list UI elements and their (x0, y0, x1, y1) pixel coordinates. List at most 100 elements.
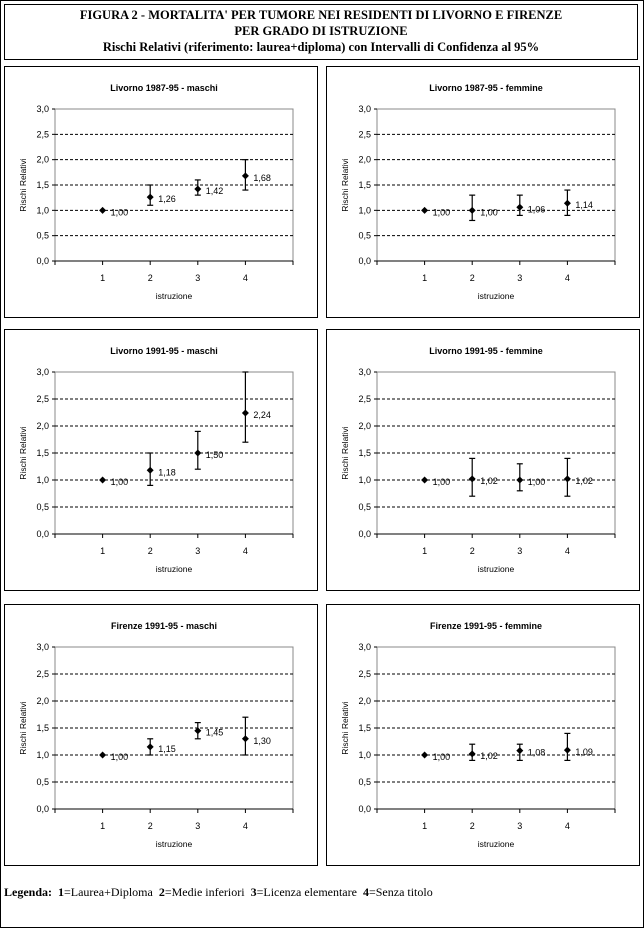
data-point (241, 735, 249, 743)
data-label: 1,00 (433, 752, 451, 762)
data-label: 1,14 (575, 200, 593, 210)
chart-title: Livorno 1987-95 - femmine (429, 83, 543, 93)
data-point (146, 743, 154, 751)
y-tick-label: 3,0 (36, 642, 49, 652)
chart-title: Livorno 1987-95 - maschi (110, 83, 218, 93)
data-point (421, 476, 429, 484)
legend-label: Legenda: (4, 885, 52, 899)
data-point (194, 449, 202, 457)
y-tick-label: 0,5 (358, 777, 371, 787)
y-tick-label: 1,5 (36, 723, 49, 733)
y-tick-label: 3,0 (36, 104, 49, 114)
data-label: 1,08 (528, 748, 546, 758)
legend-key: 2 (158, 885, 165, 899)
x-axis-label: istruzione (478, 564, 515, 574)
data-point (99, 751, 107, 759)
y-tick-label: 0,0 (36, 256, 49, 266)
x-tick-label: 4 (565, 821, 570, 831)
data-label: 1,00 (433, 207, 451, 217)
data-point (194, 185, 202, 193)
data-label: 1,02 (480, 476, 498, 486)
y-tick-label: 1,0 (36, 205, 49, 215)
y-tick-label: 0,5 (358, 502, 371, 512)
x-axis-label: istruzione (156, 839, 193, 849)
data-label: 1,02 (480, 751, 498, 761)
figure-caption: Rischi Relativi (riferimento: laurea+dip… (102, 40, 540, 54)
y-tick-label: 2,0 (358, 421, 371, 431)
x-tick-label: 1 (422, 273, 427, 283)
data-point (421, 751, 429, 759)
y-tick-label: 0,0 (36, 529, 49, 539)
data-point (146, 466, 154, 474)
data-label: 1,06 (528, 204, 546, 214)
legend-key: 1 (58, 885, 64, 899)
x-tick-label: 1 (100, 546, 105, 556)
data-label: 2,24 (253, 410, 271, 420)
y-tick-label: 0,5 (36, 777, 49, 787)
data-label: 1,68 (253, 173, 271, 183)
x-tick-label: 4 (565, 273, 570, 283)
y-axis-label: Rischi Relativi (18, 426, 28, 479)
chart-firenze-1991-femmine: Firenze 1991-95 - femmine 0,0 0,5 1,0 1,5 2,0… (326, 604, 640, 866)
data-point (516, 747, 524, 755)
x-tick-label: 4 (243, 546, 248, 556)
x-axis-label: istruzione (478, 291, 515, 301)
data-label: 1,00 (480, 207, 498, 217)
chart-svg: Livorno 1987-95 - maschi 0,0 0,5 1,0 1,5 2,0 2… (18, 83, 294, 301)
data-label: 1,09 (575, 747, 593, 757)
x-tick-label: 2 (470, 546, 475, 556)
y-tick-label: 2,0 (358, 696, 371, 706)
y-tick-label: 1,5 (358, 448, 371, 458)
data-label: 1,00 (111, 477, 129, 487)
y-tick-label: 1,5 (358, 180, 371, 190)
x-tick-label: 1 (422, 821, 427, 831)
data-point (563, 746, 571, 754)
legend-key: 3 (250, 885, 257, 899)
legend-text: =Licenza elementare (256, 885, 357, 899)
y-axis-label: Rischi Relativi (18, 701, 28, 754)
y-tick-label: 2,0 (36, 421, 49, 431)
chart-svg: Livorno 1987-95 - femmine 0,0 0,5 1,0 1,5 2,0… (340, 83, 616, 301)
y-tick-label: 3,0 (36, 367, 49, 377)
y-tick-label: 3,0 (358, 367, 371, 377)
data-point (468, 475, 476, 483)
x-tick-label: 4 (243, 273, 248, 283)
y-tick-label: 0,5 (358, 231, 371, 241)
y-tick-label: 1,0 (36, 475, 49, 485)
y-tick-label: 2,5 (358, 394, 371, 404)
y-tick-label: 2,5 (36, 394, 49, 404)
y-tick-label: 3,0 (358, 104, 371, 114)
data-point (563, 199, 571, 207)
data-label: 1,18 (158, 467, 176, 477)
chart-svg: Livorno 1991-95 - femmine 0,0 0,5 1,0 1,5 2,0… (340, 346, 616, 574)
y-axis-label: Rischi Relativi (340, 158, 350, 211)
chart-livorno-1991-femmine: Livorno 1991-95 - femmine 0,0 0,5 1,0 1,5 2,0… (326, 329, 640, 591)
y-tick-label: 1,0 (358, 205, 371, 215)
y-tick-label: 1,5 (36, 448, 49, 458)
x-tick-label: 3 (517, 821, 522, 831)
figure-subtitle: PER GRADO DI ISTRUZIONE (234, 24, 408, 38)
y-tick-label: 1,0 (36, 750, 49, 760)
x-tick-label: 2 (148, 273, 153, 283)
data-label: 1,15 (158, 744, 176, 754)
x-tick-label: 3 (195, 546, 200, 556)
x-tick-label: 3 (195, 273, 200, 283)
x-tick-label: 2 (470, 821, 475, 831)
chart-firenze-1991-maschi: Firenze 1991-95 - maschi 0,0 0,5 1,0 1,5 2,0 2… (4, 604, 318, 866)
legend: Legenda: 1=Laurea+Diploma 2=Medie inferi… (4, 885, 433, 900)
x-tick-label: 1 (100, 273, 105, 283)
data-point (241, 409, 249, 417)
chart-livorno-1987-femmine: Livorno 1987-95 - femmine 0,0 0,5 1,0 1,5 2,0… (326, 66, 640, 318)
x-tick-label: 2 (470, 273, 475, 283)
y-tick-label: 1,0 (358, 475, 371, 485)
y-tick-label: 2,0 (36, 155, 49, 165)
y-tick-label: 1,5 (36, 180, 49, 190)
data-point (468, 750, 476, 758)
y-tick-label: 0,0 (36, 804, 49, 814)
x-axis-label: istruzione (478, 839, 515, 849)
data-point (516, 203, 524, 211)
data-point (468, 206, 476, 214)
data-label: 1,02 (575, 476, 593, 486)
x-axis-label: istruzione (156, 564, 193, 574)
